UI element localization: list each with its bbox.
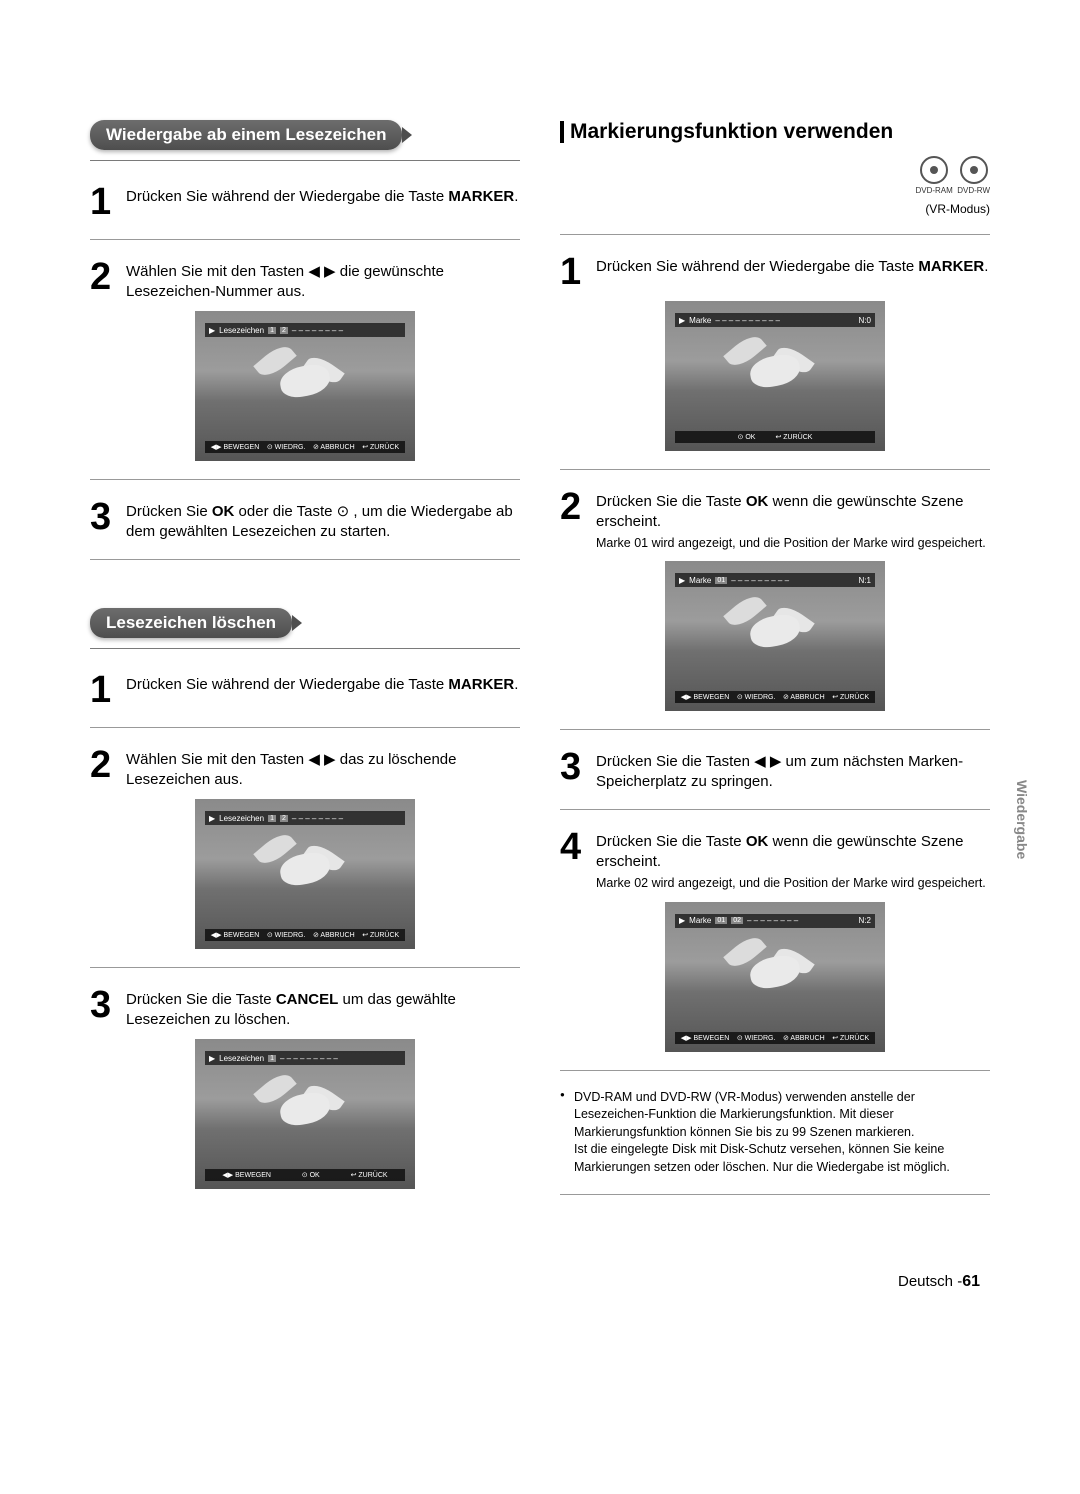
disc-icon	[920, 156, 948, 184]
disc-subtitle: (VR-Modus)	[560, 202, 990, 216]
step: 1 Drücken Sie während der Wiedergabe die…	[90, 671, 520, 709]
step-number: 1	[90, 183, 118, 221]
osd-screenshot-bookmark: ▶ Lesezeichen 12 – – – – – – – – ◀▶ BEWE…	[195, 799, 415, 949]
step-text: Drücken Sie während der Wiedergabe die T…	[126, 183, 518, 221]
note-bullet: DVD-RAM und DVD-RW (VR-Modus) verwenden …	[560, 1089, 990, 1177]
step-number: 2	[90, 258, 118, 301]
step-note: Marke 01 wird angezeigt, und die Positio…	[596, 535, 990, 551]
step-number: 3	[90, 498, 118, 541]
step: 3 Drücken Sie die Tasten ◀ ▶ um zum näch…	[560, 748, 990, 791]
osd-screenshot-bookmark: ▶ Lesezeichen 12 – – – – – – – – ◀▶ BEWE…	[195, 311, 415, 461]
step: 4 Drücken Sie die Taste OK wenn die gewü…	[560, 828, 990, 891]
section2-title: Lesezeichen löschen	[90, 608, 292, 638]
manual-page: Wiedergabe ab einem Lesezeichen 1 Drücke…	[0, 0, 1080, 1331]
step-text: Drücken Sie OK oder die Taste ⊙ , um die…	[126, 498, 520, 541]
step: 2 Drücken Sie die Taste OK wenn die gewü…	[560, 488, 990, 551]
chapter-tab: Wiedergabe	[1014, 780, 1030, 859]
step: 2 Wählen Sie mit den Tasten ◀ ▶ die gewü…	[90, 258, 520, 301]
divider	[90, 160, 520, 161]
left-column: Wiedergabe ab einem Lesezeichen 1 Drücke…	[90, 120, 520, 1213]
disc-icons: DVD-RAM DVD-RW (VR-Modus)	[560, 156, 990, 216]
step-text: Wählen Sie mit den Tasten ◀ ▶ die gewüns…	[126, 258, 520, 301]
section1-title: Wiedergabe ab einem Lesezeichen	[90, 120, 402, 150]
osd-screenshot-marker: ▶ Marke 01 – – – – – – – – – N:1 ◀▶ BEWE…	[665, 561, 885, 711]
step: 3 Drücken Sie die Taste CANCEL um das ge…	[90, 986, 520, 1029]
right-column: Markierungsfunktion verwenden DVD-RAM DV…	[560, 120, 990, 1213]
main-heading: Markierungsfunktion verwenden	[560, 120, 990, 144]
osd-screenshot-bookmark: ▶ Lesezeichen 1 – – – – – – – – – ◀▶ BEW…	[195, 1039, 415, 1189]
disc-icon	[960, 156, 988, 184]
osd-screenshot-marker: ▶ Marke 0102 – – – – – – – – N:2 ◀▶ BEWE…	[665, 902, 885, 1052]
step: 1 Drücken Sie während der Wiedergabe die…	[90, 183, 520, 221]
step-note: Marke 02 wird angezeigt, und die Positio…	[596, 875, 990, 891]
step: 2 Wählen Sie mit den Tasten ◀ ▶ das zu l…	[90, 746, 520, 789]
osd-screenshot-marker: ▶ Marke – – – – – – – – – – N:0 ⊙ OK ↩ Z…	[665, 301, 885, 451]
step: 1 Drücken Sie während der Wiedergabe die…	[560, 253, 990, 291]
page-footer: Deutsch -61	[90, 1273, 990, 1291]
step: 3 Drücken Sie OK oder die Taste ⊙ , um d…	[90, 498, 520, 541]
